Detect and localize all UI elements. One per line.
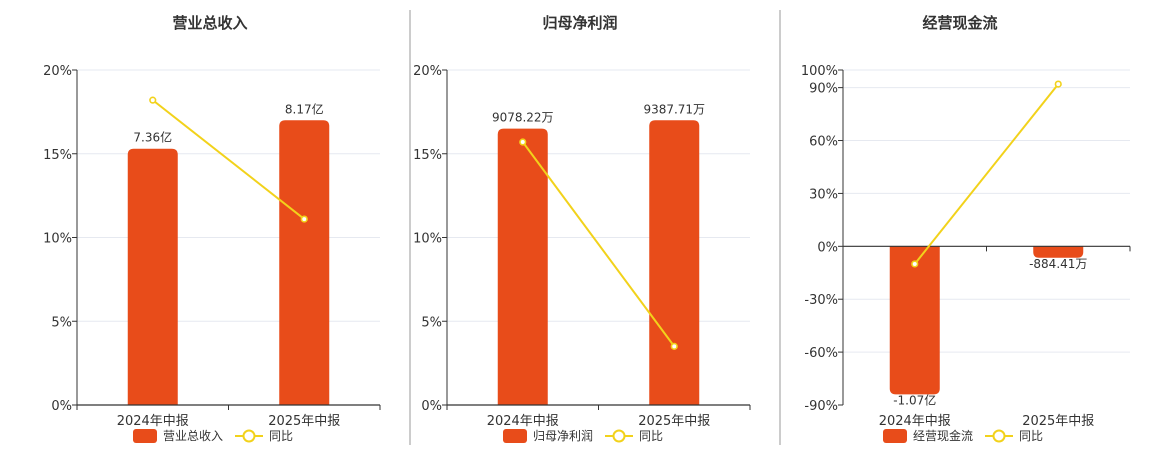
legend-bar-swatch: [133, 429, 157, 443]
y-tick-label: -90%: [804, 399, 838, 414]
legend-bar-label: 营业总收入: [163, 429, 223, 443]
legend-line-label: 同比: [269, 429, 293, 443]
bar-value-label: -1.07亿: [893, 392, 936, 407]
yoy-point: [1054, 80, 1062, 88]
bar-value-label: 7.36亿: [133, 130, 172, 145]
yoy-point: [670, 342, 678, 350]
legend-bar-label: 经营现金流: [913, 428, 973, 443]
y-tick-label: 15%: [413, 148, 442, 163]
bar-value-label: 9387.71万: [643, 102, 705, 116]
legend-bar-label: 归母净利润: [533, 429, 593, 443]
chart-title: 营业总收入: [172, 14, 247, 32]
bar: [649, 120, 700, 405]
chart-title: 归母净利润: [542, 14, 617, 32]
bar-value-label: -884.41万: [1029, 257, 1087, 271]
y-tick-label: -30%: [804, 293, 838, 308]
legend-bar-swatch: [883, 429, 907, 443]
y-tick-label: 5%: [421, 315, 442, 330]
x-category-label: 2025年中报: [1022, 414, 1094, 429]
yoy-line: [913, 83, 1060, 265]
x-category-label: 2025年中报: [638, 414, 710, 429]
x-category-label: 2024年中报: [487, 414, 559, 429]
y-tick-label: 10%: [43, 232, 72, 247]
bar-value-label: 8.17亿: [285, 101, 324, 116]
yoy-point: [149, 96, 157, 104]
legend-line-label: 同比: [639, 429, 663, 443]
bar: [497, 128, 548, 405]
y-tick-label: 0%: [421, 399, 442, 414]
chart-panel-3: 经营现金流 -90% -60% -30% 0% 30% 60% 90% 100% -1.07亿 -8…: [801, 14, 1131, 443]
legend-bar-swatch: [503, 429, 527, 443]
chart-title: 经营现金流: [922, 14, 997, 32]
legend-line-marker: [992, 429, 1006, 443]
yoy-point: [911, 260, 919, 268]
x-category-label: 2025年中报: [268, 414, 340, 429]
legend-line-marker: [242, 429, 256, 443]
y-tick-label: 5%: [51, 315, 72, 330]
yoy-point: [300, 215, 308, 223]
y-tick-label: 90%: [809, 82, 838, 97]
yoy-point: [519, 138, 527, 146]
y-tick-label: 10%: [413, 232, 442, 247]
chart-panel-2: 归母净利润 0% 5% 10% 15% 20% 9078.22万 9387.71万 2024年中…: [413, 14, 751, 443]
bar: [279, 120, 330, 405]
y-tick-label: 60%: [809, 135, 838, 150]
bar: [1033, 246, 1084, 258]
y-tick-label: 30%: [809, 187, 838, 202]
x-category-label: 2024年中报: [117, 414, 189, 429]
y-tick-label: 20%: [43, 64, 72, 79]
y-tick-label: 0%: [51, 399, 72, 414]
yoy-line: [521, 141, 676, 347]
bar-value-label: 9078.22万: [492, 111, 554, 125]
y-tick-label: 20%: [413, 64, 442, 79]
legend-line-marker: [612, 429, 626, 443]
bar: [889, 246, 940, 395]
x-category-label: 2024年中报: [879, 414, 951, 429]
chart-panel-1: 营业总收入 0% 5% 10% 15% 20% 7.36亿 8.17亿 2024年中报 2025年…: [43, 14, 381, 443]
y-tick-label: 100%: [801, 64, 838, 79]
bar: [127, 148, 178, 405]
y-tick-label: 15%: [43, 148, 72, 163]
legend-line-label: 同比: [1019, 429, 1043, 443]
yoy-line: [152, 99, 305, 220]
y-tick-label: 0%: [817, 240, 838, 255]
y-tick-label: -60%: [804, 346, 838, 361]
